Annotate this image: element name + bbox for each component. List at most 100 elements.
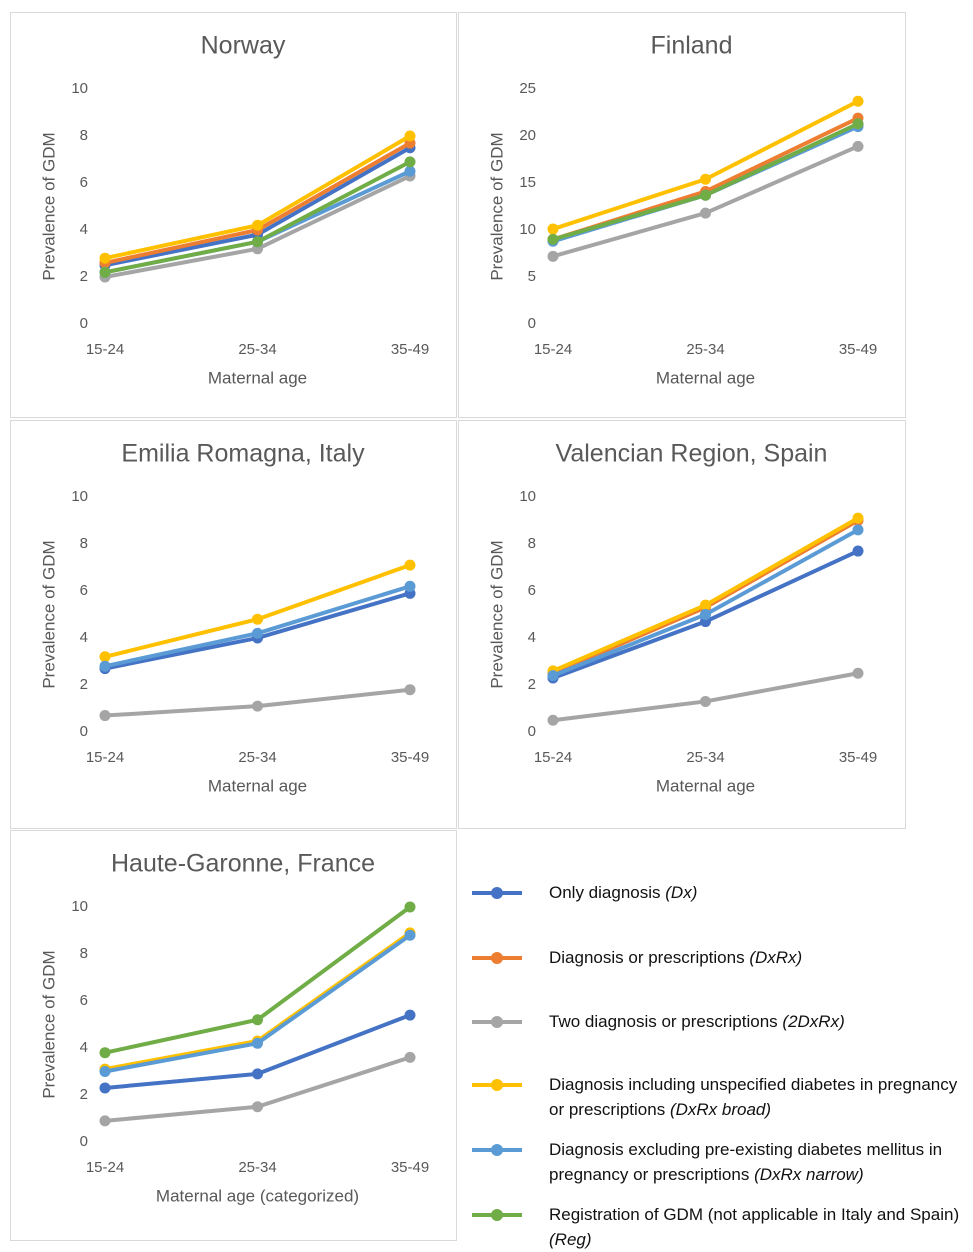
point bbox=[99, 1066, 111, 1077]
point bbox=[99, 660, 111, 672]
legend-marker bbox=[491, 887, 503, 899]
y-tick-label: 5 bbox=[528, 268, 536, 285]
y-tick-label: 4 bbox=[80, 221, 88, 238]
point bbox=[700, 599, 711, 611]
y-tick-label: 0 bbox=[528, 315, 536, 332]
panel bbox=[458, 12, 906, 418]
point bbox=[852, 118, 864, 130]
x-tick-label: 15-24 bbox=[86, 749, 124, 766]
point bbox=[252, 1068, 263, 1080]
y-tick-label: 4 bbox=[528, 629, 536, 646]
legend-entry: Diagnosis or prescriptions (DxRx) bbox=[549, 945, 969, 970]
point bbox=[547, 223, 559, 235]
x-tick-label: 15-24 bbox=[534, 749, 572, 766]
x-tick-label: 25-34 bbox=[686, 341, 724, 358]
point bbox=[404, 165, 416, 177]
y-tick-label: 20 bbox=[519, 127, 536, 144]
point bbox=[252, 613, 263, 625]
x-tick-label: 25-34 bbox=[238, 1159, 276, 1176]
point bbox=[700, 207, 711, 219]
y-tick-label: 6 bbox=[80, 992, 88, 1009]
point bbox=[404, 580, 416, 592]
legend-code: (DxRx narrow) bbox=[754, 1165, 864, 1184]
legend-entry: Diagnosis including unspecified diabetes… bbox=[549, 1072, 969, 1122]
x-tick-label: 15-24 bbox=[534, 341, 572, 358]
y-tick-label: 10 bbox=[71, 80, 88, 97]
legend-entry: Two diagnosis or prescriptions (2DxRx) bbox=[549, 1009, 969, 1034]
legend-marker bbox=[491, 1144, 503, 1156]
point bbox=[99, 710, 111, 722]
x-axis-label: Maternal age bbox=[656, 368, 755, 387]
y-tick-label: 25 bbox=[519, 80, 536, 97]
chart-title: Haute-Garonne, France bbox=[111, 850, 375, 878]
legend-code: (Dx) bbox=[665, 883, 698, 902]
x-axis-label: Maternal age (categorized) bbox=[156, 1186, 359, 1205]
x-tick-label: 35-49 bbox=[391, 749, 429, 766]
legend-code: (DxRx broad) bbox=[669, 1100, 772, 1119]
point bbox=[99, 651, 111, 663]
x-tick-label: 35-49 bbox=[839, 341, 877, 358]
x-tick-label: 25-34 bbox=[238, 341, 276, 358]
point bbox=[99, 252, 111, 264]
legend-entry: Diagnosis excluding pre-existing diabete… bbox=[549, 1137, 969, 1187]
point bbox=[252, 236, 263, 248]
y-tick-label: 0 bbox=[80, 723, 88, 740]
point bbox=[700, 189, 711, 201]
legend-entry: Only diagnosis (Dx) bbox=[549, 880, 969, 905]
chart-title: Norway bbox=[201, 32, 286, 60]
point bbox=[404, 130, 416, 142]
legend-marker bbox=[491, 1209, 503, 1221]
panel bbox=[10, 830, 457, 1241]
point bbox=[547, 233, 559, 245]
y-tick-label: 2 bbox=[528, 676, 536, 693]
point bbox=[99, 1047, 111, 1059]
legend-marker bbox=[491, 1079, 503, 1091]
y-axis-label: Prevalence of GDM bbox=[487, 540, 506, 688]
point bbox=[852, 140, 864, 152]
chart-title: Finland bbox=[651, 32, 733, 60]
point bbox=[252, 219, 263, 231]
legend-marker bbox=[491, 952, 503, 964]
legend-entry: Registration of GDM (not applicable in I… bbox=[549, 1202, 969, 1252]
point bbox=[404, 156, 416, 168]
point bbox=[252, 1101, 263, 1113]
legend-code: (2DxRx) bbox=[782, 1012, 845, 1031]
legend-text: Only diagnosis bbox=[549, 883, 661, 902]
y-tick-label: 8 bbox=[80, 127, 88, 144]
y-tick-label: 10 bbox=[519, 488, 536, 505]
y-tick-label: 10 bbox=[71, 898, 88, 915]
y-axis-label: Prevalence of GDM bbox=[39, 950, 58, 1098]
point bbox=[700, 173, 711, 185]
point bbox=[404, 1051, 416, 1063]
y-tick-label: 10 bbox=[519, 221, 536, 238]
y-tick-label: 4 bbox=[80, 629, 88, 646]
panel bbox=[10, 12, 457, 418]
legend-code: (DxRx) bbox=[749, 948, 803, 967]
point bbox=[700, 695, 711, 707]
point bbox=[99, 1115, 111, 1127]
x-axis-label: Maternal age bbox=[208, 776, 307, 795]
y-axis-label: Prevalence of GDM bbox=[487, 132, 506, 280]
point bbox=[852, 524, 864, 536]
point bbox=[852, 512, 864, 524]
point bbox=[252, 627, 263, 639]
y-tick-label: 6 bbox=[80, 582, 88, 599]
x-tick-label: 25-34 bbox=[238, 749, 276, 766]
legend-text: Diagnosis or prescriptions bbox=[549, 948, 745, 967]
point bbox=[404, 684, 416, 696]
point bbox=[99, 266, 111, 278]
y-tick-label: 2 bbox=[80, 268, 88, 285]
x-tick-label: 25-34 bbox=[686, 749, 724, 766]
point bbox=[852, 95, 864, 107]
legend-code: (Reg) bbox=[549, 1230, 592, 1249]
point bbox=[852, 667, 864, 679]
point bbox=[252, 1037, 263, 1049]
point bbox=[404, 559, 416, 571]
y-axis-label: Prevalence of GDM bbox=[39, 132, 58, 280]
x-tick-label: 35-49 bbox=[391, 1159, 429, 1176]
point bbox=[252, 700, 263, 712]
point bbox=[252, 1014, 263, 1026]
y-tick-label: 8 bbox=[80, 535, 88, 552]
